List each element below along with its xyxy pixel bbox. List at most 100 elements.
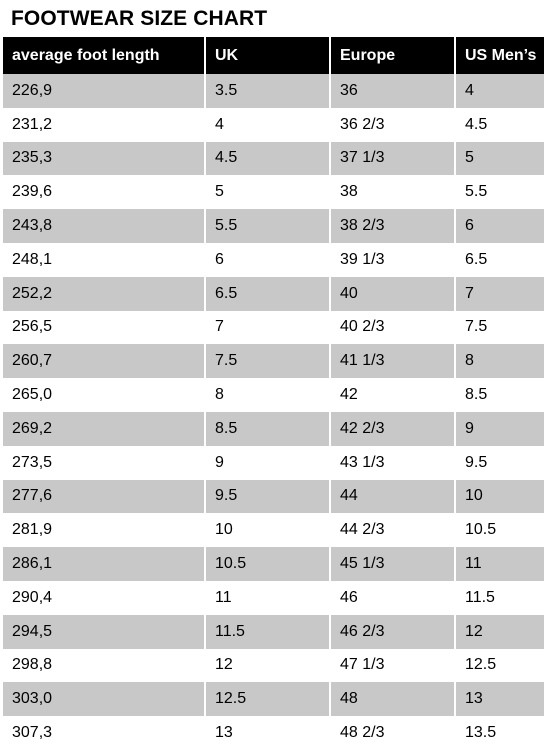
cell-us-mens-size: 10.5 xyxy=(454,513,544,548)
table-row: 265,0 8 42 8.5 xyxy=(3,378,544,412)
table-row: 260,7 7.5 41 1/3 8 xyxy=(3,344,544,379)
cell-uk-size: 11 xyxy=(204,580,330,615)
cell-foot-length: 294,5 xyxy=(12,622,53,640)
cell-uk-size: 9.5 xyxy=(204,479,330,514)
cell-europe-size: 48 xyxy=(329,682,455,717)
cell-uk-size: 12 xyxy=(204,648,330,683)
cell-us-mens-size: 8.5 xyxy=(454,378,544,412)
table-row: 303,0 12.5 48 13 xyxy=(3,682,544,717)
cell-uk-size: 4 xyxy=(204,107,330,142)
cell-uk-size: 6.5 xyxy=(204,276,330,311)
cell-us-mens-size: 13.5 xyxy=(454,716,544,750)
cell-uk-size: 9 xyxy=(204,445,330,480)
cell-foot-length: 260,7 xyxy=(12,352,53,370)
cell-uk-size: 5 xyxy=(204,175,330,210)
cell-europe-size: 43 1/3 xyxy=(329,445,455,480)
cell-us-mens-size: 13 xyxy=(454,682,544,717)
column-header-foot-length: average foot length xyxy=(12,46,160,64)
cell-foot-length: 290,4 xyxy=(12,588,53,606)
column-header-uk: UK xyxy=(204,37,330,74)
cell-uk-size: 12.5 xyxy=(204,682,330,717)
cell-europe-size: 47 1/3 xyxy=(329,648,455,683)
cell-us-mens-size: 10 xyxy=(454,479,544,514)
cell-uk-size: 10 xyxy=(204,513,330,548)
cell-foot-length: 231,2 xyxy=(12,115,53,133)
page-title: FOOTWEAR SIZE CHART xyxy=(11,7,268,30)
cell-us-mens-size: 11 xyxy=(454,547,544,581)
cell-europe-size: 37 1/3 xyxy=(329,141,455,176)
cell-us-mens-size: 12.5 xyxy=(454,648,544,683)
cell-uk-size: 11.5 xyxy=(204,614,330,649)
cell-us-mens-size: 4.5 xyxy=(454,107,544,142)
cell-us-mens-size: 5 xyxy=(454,141,544,176)
cell-europe-size: 48 2/3 xyxy=(329,716,455,750)
cell-uk-size: 7 xyxy=(204,310,330,345)
cell-us-mens-size: 7 xyxy=(454,276,544,311)
cell-uk-size: 8.5 xyxy=(204,411,330,446)
cell-foot-length: 277,6 xyxy=(12,487,53,505)
cell-foot-length: 298,8 xyxy=(12,656,53,674)
table-row: 290,4 11 46 11.5 xyxy=(3,580,544,615)
table-row: 239,6 5 38 5.5 xyxy=(3,175,544,210)
cell-uk-size: 3.5 xyxy=(204,74,330,108)
table-row: 235,3 4.5 37 1/3 5 xyxy=(3,141,544,176)
cell-uk-size: 7.5 xyxy=(204,344,330,379)
cell-us-mens-size: 6 xyxy=(454,209,544,243)
table-row: 252,2 6.5 40 7 xyxy=(3,276,544,311)
cell-europe-size: 41 1/3 xyxy=(329,344,455,379)
table-row: 269,2 8.5 42 2/3 9 xyxy=(3,411,544,446)
cell-us-mens-size: 9.5 xyxy=(454,445,544,480)
table-header-row: average foot length UK Europe US Men’s xyxy=(3,37,544,74)
cell-foot-length: 303,0 xyxy=(12,690,53,708)
cell-foot-length: 239,6 xyxy=(12,183,53,201)
cell-us-mens-size: 8 xyxy=(454,344,544,379)
cell-foot-length: 273,5 xyxy=(12,453,53,471)
cell-uk-size: 8 xyxy=(204,378,330,412)
cell-uk-size: 13 xyxy=(204,716,330,750)
cell-europe-size: 38 xyxy=(329,175,455,210)
cell-europe-size: 44 xyxy=(329,479,455,514)
cell-europe-size: 39 1/3 xyxy=(329,242,455,277)
cell-us-mens-size: 12 xyxy=(454,614,544,649)
table-row: 243,8 5.5 38 2/3 6 xyxy=(3,209,544,243)
cell-foot-length: 235,3 xyxy=(12,149,53,167)
cell-foot-length: 269,2 xyxy=(12,419,53,437)
cell-europe-size: 45 1/3 xyxy=(329,547,455,581)
table-row: 281,9 10 44 2/3 10.5 xyxy=(3,513,544,548)
table-row: 256,5 7 40 2/3 7.5 xyxy=(3,310,544,345)
table-row: 273,5 9 43 1/3 9.5 xyxy=(3,445,544,480)
cell-foot-length: 307,3 xyxy=(12,724,53,742)
cell-foot-length: 265,0 xyxy=(12,386,53,404)
cell-europe-size: 36 xyxy=(329,74,455,108)
table-row: 286,1 10.5 45 1/3 11 xyxy=(3,547,544,581)
cell-us-mens-size: 5.5 xyxy=(454,175,544,210)
table-row: 277,6 9.5 44 10 xyxy=(3,479,544,514)
cell-europe-size: 40 2/3 xyxy=(329,310,455,345)
table-header: average foot length UK Europe US Men’s xyxy=(3,37,544,74)
table-row: 226,9 3.5 36 4 xyxy=(3,74,544,108)
table-row: 298,8 12 47 1/3 12.5 xyxy=(3,648,544,683)
cell-uk-size: 5.5 xyxy=(204,209,330,243)
cell-europe-size: 46 xyxy=(329,580,455,615)
cell-europe-size: 38 2/3 xyxy=(329,209,455,243)
cell-foot-length: 286,1 xyxy=(12,555,53,573)
cell-us-mens-size: 4 xyxy=(454,74,544,108)
table-body: 226,9 3.5 36 4 231,2 4 36 2/3 4.5 235,3 4.5 37 1/3… xyxy=(3,74,544,750)
column-header-europe: Europe xyxy=(329,37,455,74)
cell-uk-size: 6 xyxy=(204,242,330,277)
cell-uk-size: 10.5 xyxy=(204,547,330,581)
cell-europe-size: 40 xyxy=(329,276,455,311)
cell-europe-size: 36 2/3 xyxy=(329,107,455,142)
cell-foot-length: 248,1 xyxy=(12,250,53,268)
cell-foot-length: 252,2 xyxy=(12,284,53,302)
cell-europe-size: 46 2/3 xyxy=(329,614,455,649)
table-row: 248,1 6 39 1/3 6.5 xyxy=(3,242,544,277)
cell-us-mens-size: 7.5 xyxy=(454,310,544,345)
cell-foot-length: 256,5 xyxy=(12,318,53,336)
cell-us-mens-size: 6.5 xyxy=(454,242,544,277)
cell-europe-size: 42 2/3 xyxy=(329,411,455,446)
cell-foot-length: 281,9 xyxy=(12,521,53,539)
cell-us-mens-size: 9 xyxy=(454,411,544,446)
column-header-us-mens: US Men’s xyxy=(454,37,544,74)
cell-foot-length: 226,9 xyxy=(12,81,53,99)
